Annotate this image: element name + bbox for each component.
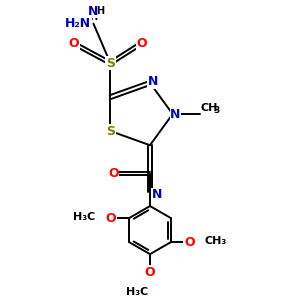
Text: H₃C: H₃C — [73, 212, 95, 222]
Text: O: O — [68, 37, 79, 50]
Text: H₃C: H₃C — [126, 287, 148, 297]
Text: N: N — [88, 5, 99, 18]
Text: O: O — [106, 212, 116, 225]
Text: O: O — [145, 266, 155, 279]
Text: CH: CH — [201, 103, 218, 113]
Text: H: H — [89, 12, 98, 22]
Text: H₂N: H₂N — [64, 17, 91, 30]
Text: N: N — [170, 108, 181, 121]
Text: 3: 3 — [214, 106, 220, 115]
Text: S: S — [106, 57, 115, 70]
Text: CH₃: CH₃ — [205, 236, 227, 246]
Text: N: N — [152, 188, 162, 201]
Text: O: O — [136, 37, 147, 50]
Text: N: N — [148, 75, 158, 88]
Text: O: O — [108, 167, 119, 180]
Text: S: S — [106, 124, 115, 138]
Text: O: O — [184, 236, 194, 249]
Text: H: H — [96, 6, 104, 16]
